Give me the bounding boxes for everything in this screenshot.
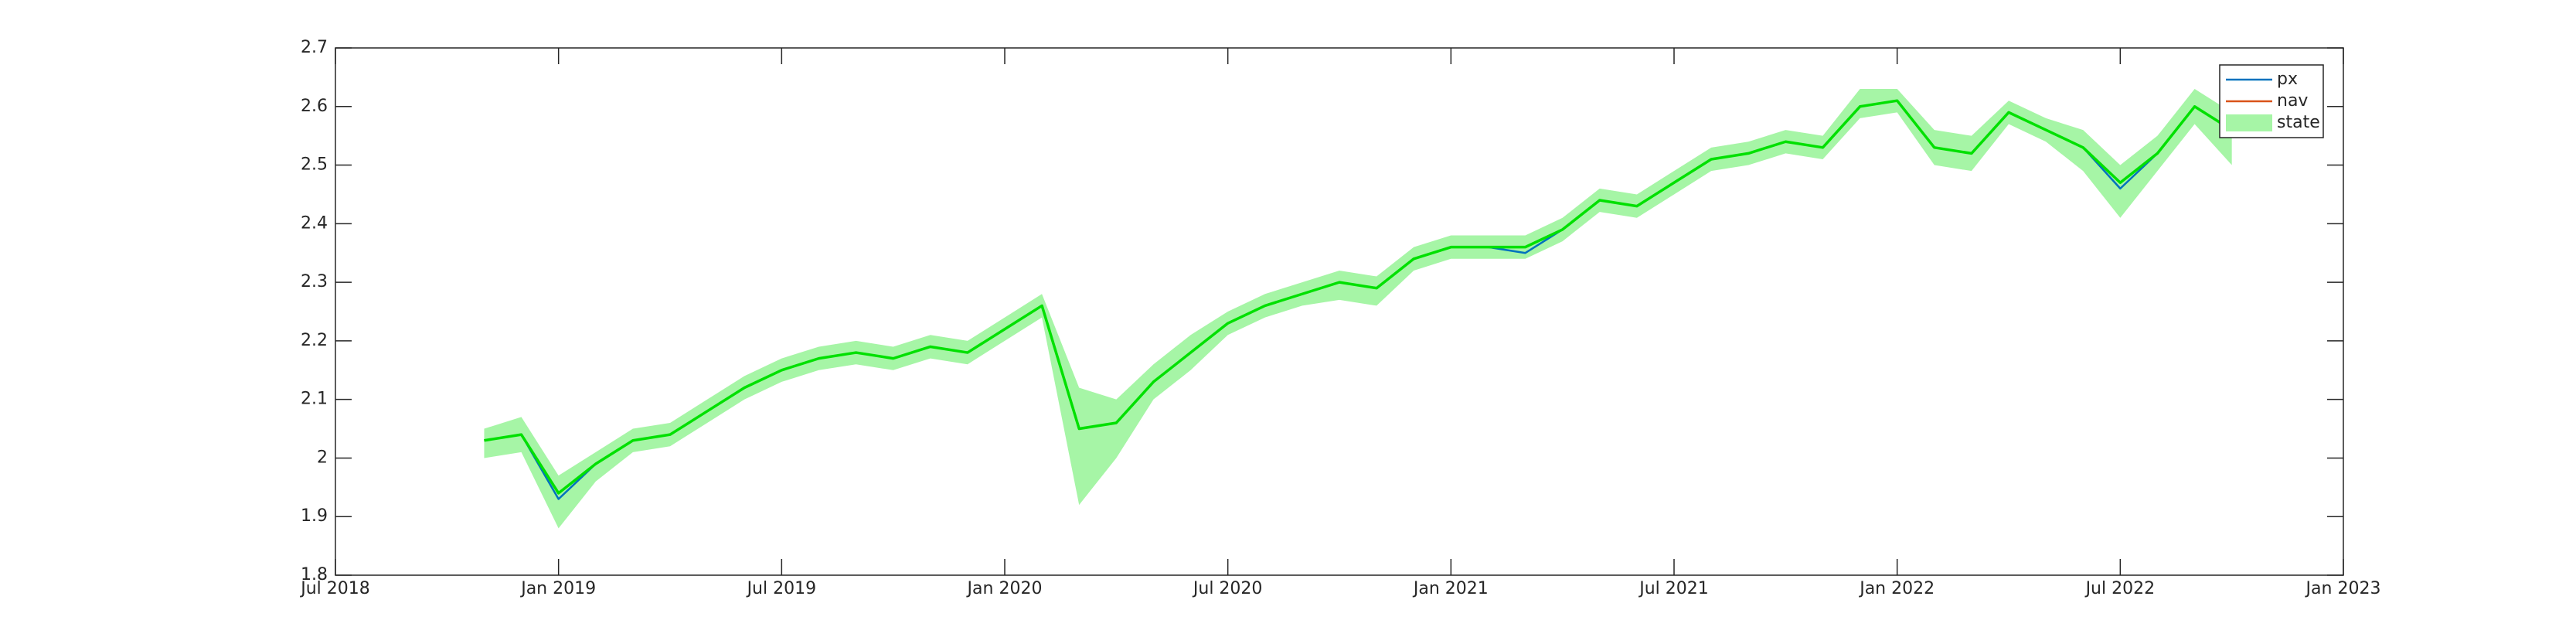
- y-tick-label: 1.9: [301, 506, 328, 526]
- x-tick-label: Jul 2021: [1638, 579, 1709, 598]
- legend-swatch: [2226, 114, 2272, 131]
- state-band: [484, 89, 2232, 529]
- x-tick-label: Jan 2019: [519, 579, 596, 598]
- axes-box: [335, 47, 2344, 576]
- y-tick-label: 2.7: [301, 38, 328, 57]
- legend-label: px: [2277, 70, 2298, 89]
- legend-label: nav: [2277, 91, 2308, 111]
- y-tick-label: 1.8: [301, 565, 328, 584]
- y-tick-label: 2.5: [301, 155, 328, 175]
- x-tick-label: Jan 2022: [1858, 579, 1935, 598]
- y-tick-label: 2.2: [301, 331, 328, 350]
- x-tick-label: Jul 2018: [299, 579, 370, 598]
- y-tick-label: 2: [317, 448, 328, 467]
- y-tick-label: 2.4: [301, 213, 328, 233]
- x-tick-label: Jul 2020: [1192, 579, 1263, 598]
- y-tick-label: 2.3: [301, 272, 328, 291]
- x-tick-label: Jan 2023: [2305, 579, 2381, 598]
- y-tick-label: 2.1: [301, 390, 328, 409]
- legend-label: state: [2277, 113, 2320, 132]
- x-tick-label: Jan 2021: [1412, 579, 1489, 598]
- state-line: [484, 99, 2233, 495]
- x-tick-label: Jul 2022: [2084, 579, 2156, 598]
- x-tick-label: Jul 2019: [746, 579, 817, 598]
- y-tick-label: 2.6: [301, 97, 328, 116]
- x-tick-label: Jan 2020: [966, 579, 1043, 598]
